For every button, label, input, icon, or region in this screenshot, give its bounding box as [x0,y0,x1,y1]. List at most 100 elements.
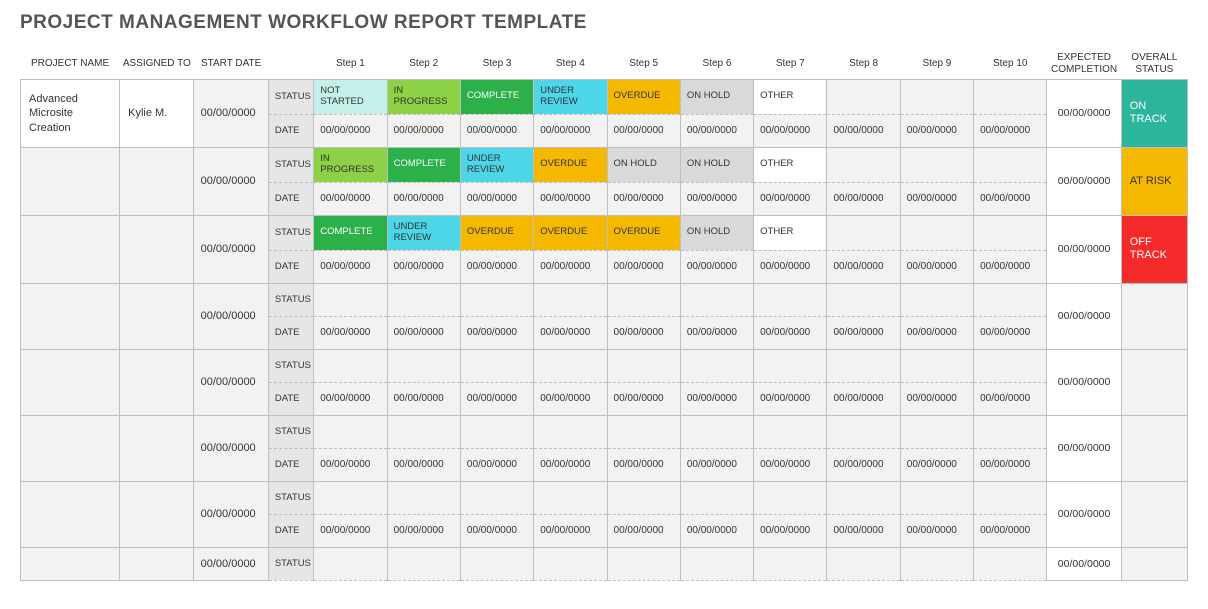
assigned-to-cell[interactable] [120,215,194,283]
step-date-cell[interactable]: 00/00/0000 [900,182,973,215]
step-date-cell[interactable]: 00/00/0000 [974,448,1047,481]
assigned-to-cell[interactable] [120,147,194,215]
step-date-cell[interactable]: 00/00/0000 [460,114,533,147]
project-name-cell[interactable]: Advanced Microsite Creation [21,80,120,148]
step-date-cell[interactable]: 00/00/0000 [974,382,1047,415]
status-cell[interactable] [607,283,680,316]
step-date-cell[interactable]: 00/00/0000 [827,448,900,481]
status-cell[interactable] [827,481,900,514]
status-cell[interactable]: ON HOLD [680,215,753,250]
step-date-cell[interactable]: 00/00/0000 [534,514,607,547]
step-date-cell[interactable]: 00/00/0000 [827,316,900,349]
expected-completion-cell[interactable]: 00/00/0000 [1047,481,1121,547]
step-date-cell[interactable]: 00/00/0000 [387,250,460,283]
overall-status-cell[interactable] [1121,547,1187,580]
step-date-cell[interactable]: 00/00/0000 [607,250,680,283]
step-date-cell[interactable]: 00/00/0000 [754,250,827,283]
status-cell[interactable] [314,547,387,580]
status-cell[interactable] [387,349,460,382]
status-cell[interactable] [607,547,680,580]
status-cell[interactable] [314,349,387,382]
expected-completion-cell[interactable]: 00/00/0000 [1047,80,1121,148]
status-cell[interactable] [534,547,607,580]
status-cell[interactable] [827,147,900,182]
step-date-cell[interactable]: 00/00/0000 [607,382,680,415]
step-date-cell[interactable]: 00/00/0000 [827,182,900,215]
expected-completion-cell[interactable]: 00/00/0000 [1047,215,1121,283]
status-cell[interactable] [680,415,753,448]
start-date-cell[interactable]: 00/00/0000 [194,481,268,547]
project-name-cell[interactable] [21,547,120,580]
step-date-cell[interactable]: 00/00/0000 [387,114,460,147]
status-cell[interactable]: UNDER REVIEW [460,147,533,182]
status-cell[interactable]: OVERDUE [607,80,680,115]
start-date-cell[interactable]: 00/00/0000 [194,415,268,481]
status-cell[interactable] [314,415,387,448]
status-cell[interactable] [534,283,607,316]
status-cell[interactable] [974,349,1047,382]
start-date-cell[interactable]: 00/00/0000 [194,283,268,349]
step-date-cell[interactable]: 00/00/0000 [460,316,533,349]
status-cell[interactable] [460,283,533,316]
status-cell[interactable]: OVERDUE [534,215,607,250]
step-date-cell[interactable]: 00/00/0000 [900,382,973,415]
start-date-cell[interactable]: 00/00/0000 [194,547,268,580]
status-cell[interactable] [460,481,533,514]
status-cell[interactable] [607,481,680,514]
status-cell[interactable]: OVERDUE [534,147,607,182]
status-cell[interactable] [827,547,900,580]
status-cell[interactable] [754,415,827,448]
status-cell[interactable] [460,415,533,448]
step-date-cell[interactable]: 00/00/0000 [900,448,973,481]
step-date-cell[interactable]: 00/00/0000 [314,114,387,147]
expected-completion-cell[interactable]: 00/00/0000 [1047,349,1121,415]
step-date-cell[interactable]: 00/00/0000 [680,382,753,415]
step-date-cell[interactable]: 00/00/0000 [827,114,900,147]
status-cell[interactable] [387,481,460,514]
overall-status-cell[interactable]: AT RISK [1121,147,1187,215]
assigned-to-cell[interactable]: Kylie M. [120,80,194,148]
step-date-cell[interactable]: 00/00/0000 [900,514,973,547]
status-cell[interactable] [314,481,387,514]
project-name-cell[interactable] [21,283,120,349]
status-cell[interactable] [534,415,607,448]
status-cell[interactable] [900,547,973,580]
project-name-cell[interactable] [21,349,120,415]
status-cell[interactable] [974,547,1047,580]
status-cell[interactable] [314,283,387,316]
overall-status-cell[interactable]: ON TRACK [1121,80,1187,148]
status-cell[interactable] [460,547,533,580]
step-date-cell[interactable]: 00/00/0000 [534,114,607,147]
status-cell[interactable]: IN PROGRESS [314,147,387,182]
step-date-cell[interactable]: 00/00/0000 [534,448,607,481]
step-date-cell[interactable]: 00/00/0000 [974,316,1047,349]
step-date-cell[interactable]: 00/00/0000 [754,114,827,147]
step-date-cell[interactable]: 00/00/0000 [900,114,973,147]
assigned-to-cell[interactable] [120,283,194,349]
status-cell[interactable] [754,349,827,382]
status-cell[interactable] [387,415,460,448]
status-cell[interactable] [974,80,1047,115]
assigned-to-cell[interactable] [120,481,194,547]
status-cell[interactable] [680,283,753,316]
status-cell[interactable] [827,283,900,316]
step-date-cell[interactable]: 00/00/0000 [387,382,460,415]
status-cell[interactable] [607,349,680,382]
status-cell[interactable] [827,415,900,448]
status-cell[interactable] [900,147,973,182]
step-date-cell[interactable]: 00/00/0000 [460,250,533,283]
status-cell[interactable] [387,283,460,316]
status-cell[interactable]: ON HOLD [607,147,680,182]
step-date-cell[interactable]: 00/00/0000 [827,514,900,547]
start-date-cell[interactable]: 00/00/0000 [194,349,268,415]
step-date-cell[interactable]: 00/00/0000 [387,514,460,547]
overall-status-cell[interactable]: OFF TRACK [1121,215,1187,283]
expected-completion-cell[interactable]: 00/00/0000 [1047,147,1121,215]
step-date-cell[interactable]: 00/00/0000 [534,382,607,415]
status-cell[interactable] [900,415,973,448]
status-cell[interactable] [900,283,973,316]
step-date-cell[interactable]: 00/00/0000 [387,316,460,349]
status-cell[interactable] [607,415,680,448]
status-cell[interactable]: OVERDUE [607,215,680,250]
step-date-cell[interactable]: 00/00/0000 [460,514,533,547]
